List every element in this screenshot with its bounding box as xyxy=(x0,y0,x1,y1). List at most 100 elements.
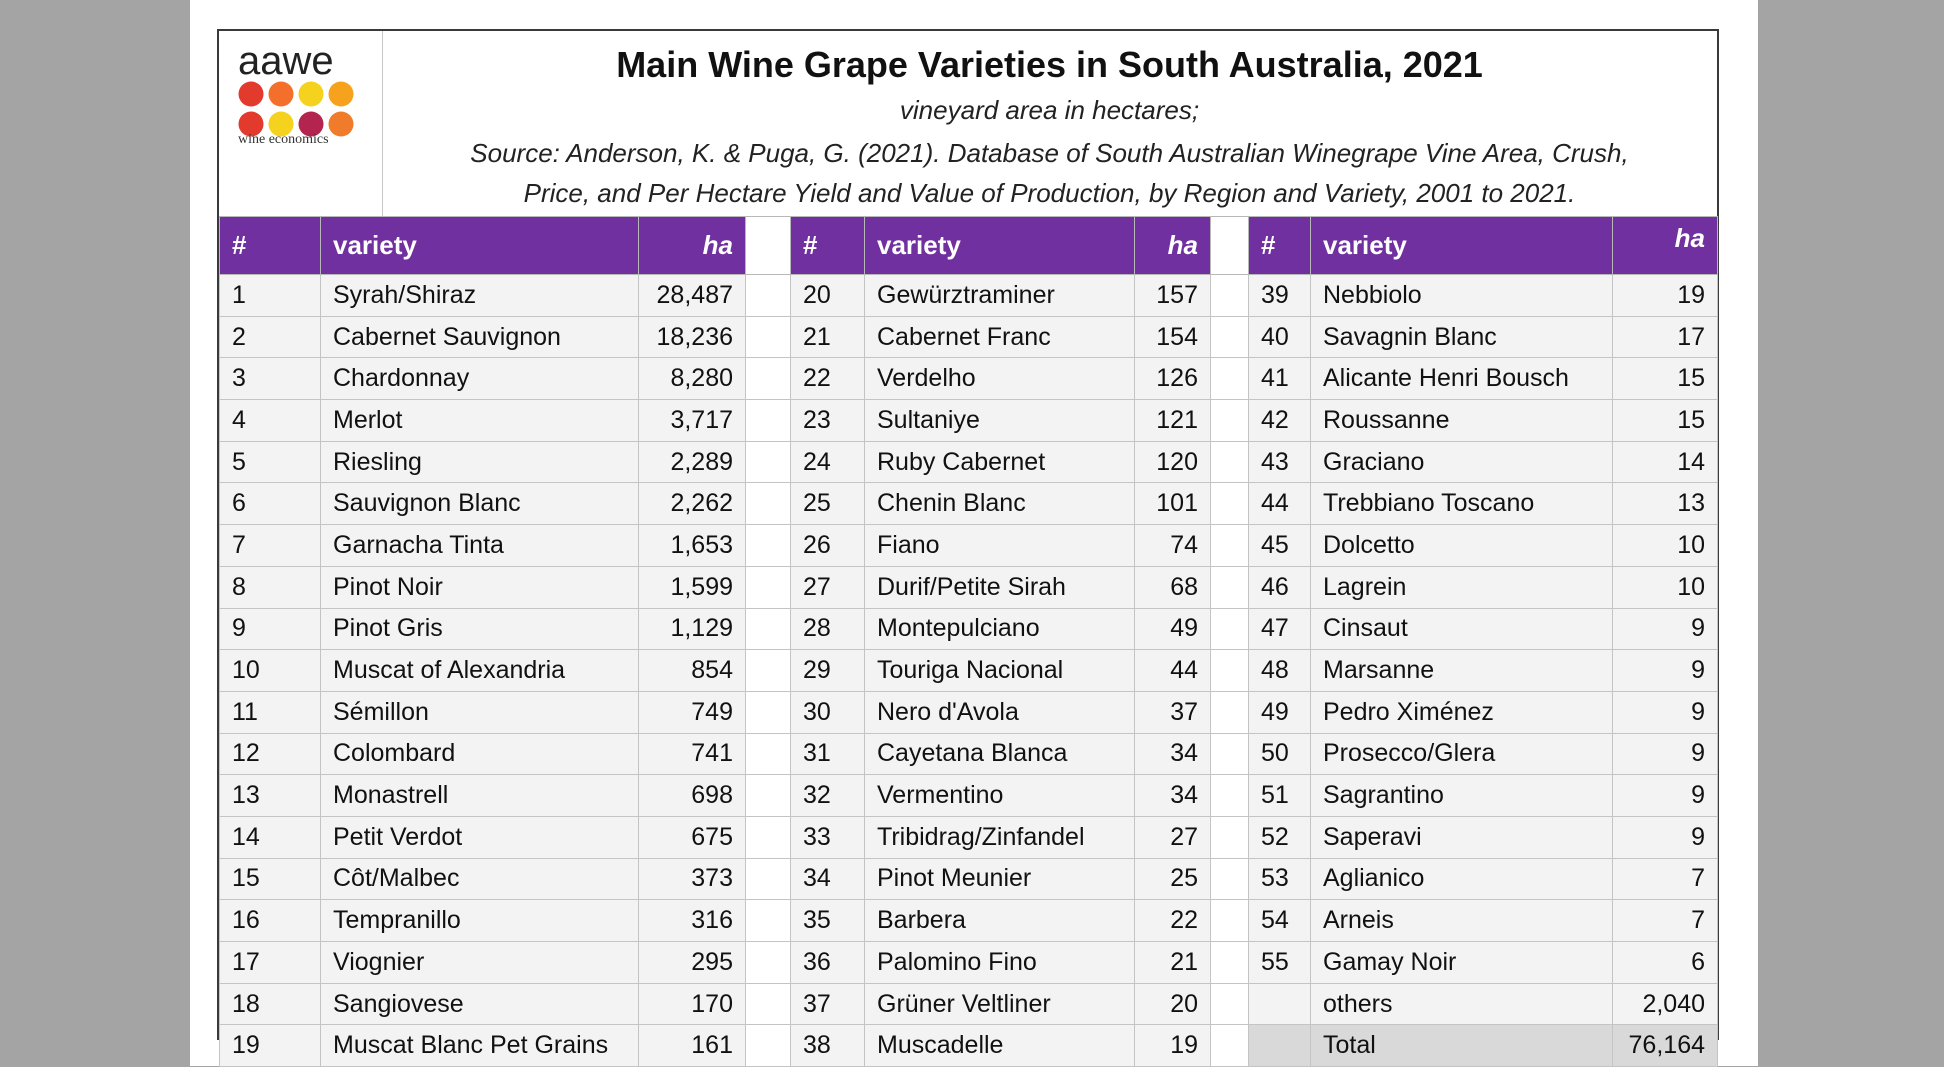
column-gap xyxy=(745,982,791,1026)
variety-cell: Verdelho xyxy=(864,357,1135,401)
hectares-cell: 9 xyxy=(1612,774,1718,817)
logo-dot xyxy=(298,111,324,137)
column-gap xyxy=(1210,399,1249,442)
hectares-cell: 28,487 xyxy=(638,274,746,317)
rank-cell: 46 xyxy=(1248,565,1311,609)
column-gap xyxy=(745,357,791,401)
rank-cell: 40 xyxy=(1248,315,1311,359)
variety-cell: Touriga Nacional xyxy=(864,649,1135,692)
column-gap xyxy=(745,274,791,317)
rank-cell: 33 xyxy=(790,815,865,859)
varieties-table: # variety ha # variety ha # variety ha 1… xyxy=(219,216,1718,1067)
rank-cell: 31 xyxy=(790,732,865,776)
logo-dot xyxy=(328,81,354,107)
table-row: 5 Riesling 2,289 24 Ruby Cabernet 120 43 Gracia… xyxy=(219,440,1718,484)
table-row: 1 Syrah/Shiraz 28,487 20 Gewürztraminer 157 39… xyxy=(219,274,1718,317)
table-row: 16 Tempranillo 316 35 Barbera 22 54 Arneis 7 xyxy=(219,899,1718,942)
data-table-frame: aawe wine economics Main Wine Grape Vari… xyxy=(217,29,1719,1067)
hectares-cell: 49 xyxy=(1134,607,1211,651)
column-gap xyxy=(1210,774,1249,817)
variety-cell: Total xyxy=(1310,1024,1613,1067)
rank-cell: 19 xyxy=(219,1024,321,1067)
column-gap xyxy=(1210,815,1249,859)
table-row: 13 Monastrell 698 32 Vermentino 34 51 Sagrantin… xyxy=(219,774,1718,817)
variety-cell: Durif/Petite Sirah xyxy=(864,565,1135,609)
rank-cell: 2 xyxy=(219,315,321,359)
hectares-cell: 74 xyxy=(1134,524,1211,567)
column-gap xyxy=(1210,607,1249,651)
variety-cell: Cabernet Franc xyxy=(864,315,1135,359)
hectares-cell: 21 xyxy=(1134,941,1211,984)
table-row: 14 Petit Verdot 675 33 Tribidrag/Zinfandel 27… xyxy=(219,815,1718,859)
hectares-cell: 27 xyxy=(1134,815,1211,859)
variety-cell: Petit Verdot xyxy=(320,815,639,859)
table-row: 9 Pinot Gris 1,129 28 Montepulciano 49 47 Cinsa… xyxy=(219,607,1718,651)
column-gap xyxy=(745,774,791,817)
variety-cell: Graciano xyxy=(1310,440,1613,484)
hectares-cell: 22 xyxy=(1134,899,1211,942)
hectares-cell: 10 xyxy=(1612,565,1718,609)
rank-cell: 21 xyxy=(790,315,865,359)
hectares-cell: 121 xyxy=(1134,399,1211,442)
variety-cell: Fiano xyxy=(864,524,1135,567)
hectares-cell: 15 xyxy=(1612,399,1718,442)
variety-cell: Muscat Blanc Pet Grains xyxy=(320,1024,639,1067)
variety-cell: Sauvignon Blanc xyxy=(320,482,639,526)
variety-cell: Alicante Henri Bousch xyxy=(1310,357,1613,401)
rank-cell: 53 xyxy=(1248,857,1311,901)
hectares-cell: 170 xyxy=(638,982,746,1026)
column-gap xyxy=(1210,357,1249,401)
hectares-cell: 13 xyxy=(1612,482,1718,526)
hectares-cell: 37 xyxy=(1134,690,1211,734)
table-row: 15 Côt/Malbec 373 34 Pinot Meunier 25 53 Aglian… xyxy=(219,857,1718,901)
column-gap xyxy=(745,524,791,567)
col-header-ha: ha xyxy=(1134,216,1211,275)
variety-cell: Tribidrag/Zinfandel xyxy=(864,815,1135,859)
variety-cell: Marsanne xyxy=(1310,649,1613,692)
hectares-cell: 373 xyxy=(638,857,746,901)
hectares-cell: 8,280 xyxy=(638,357,746,401)
col-header-variety: variety xyxy=(864,216,1135,275)
variety-cell: Palomino Fino xyxy=(864,941,1135,984)
rank-cell: 30 xyxy=(790,690,865,734)
table-row: 12 Colombard 741 31 Cayetana Blanca 34 50 Prose… xyxy=(219,732,1718,776)
rank-cell: 50 xyxy=(1248,732,1311,776)
rank-cell: 32 xyxy=(790,774,865,817)
variety-cell: Cabernet Sauvignon xyxy=(320,315,639,359)
variety-cell: Montepulciano xyxy=(864,607,1135,651)
variety-cell: Côt/Malbec xyxy=(320,857,639,901)
rank-cell: 47 xyxy=(1248,607,1311,651)
variety-cell: Pinot Meunier xyxy=(864,857,1135,901)
variety-cell: Riesling xyxy=(320,440,639,484)
hectares-cell: 1,599 xyxy=(638,565,746,609)
hectares-cell: 34 xyxy=(1134,774,1211,817)
hectares-cell: 14 xyxy=(1612,440,1718,484)
logo-subtitle: wine economics xyxy=(238,132,329,147)
table-row: 4 Merlot 3,717 23 Sultaniye 121 42 Roussanne 15 xyxy=(219,399,1718,442)
rank-cell xyxy=(1248,1024,1311,1067)
hectares-cell: 3,717 xyxy=(638,399,746,442)
variety-cell: Ruby Cabernet xyxy=(864,440,1135,484)
column-gap xyxy=(745,440,791,484)
hectares-cell: 10 xyxy=(1612,524,1718,567)
column-gap xyxy=(1210,216,1249,275)
variety-cell: Pedro Ximénez xyxy=(1310,690,1613,734)
table-row: 18 Sangiovese 170 37 Grüner Veltliner 20 other… xyxy=(219,982,1718,1026)
hectares-cell: 76,164 xyxy=(1612,1024,1718,1067)
variety-cell: Savagnin Blanc xyxy=(1310,315,1613,359)
variety-cell: Grüner Veltliner xyxy=(864,982,1135,1026)
hectares-cell: 7 xyxy=(1612,857,1718,901)
hectares-cell: 1,653 xyxy=(638,524,746,567)
column-gap xyxy=(1210,1024,1249,1067)
variety-cell: Sultaniye xyxy=(864,399,1135,442)
rank-cell: 29 xyxy=(790,649,865,692)
page-title: Main Wine Grape Varieties in South Austr… xyxy=(616,44,1483,85)
hectares-cell: 9 xyxy=(1612,649,1718,692)
hectares-cell: 675 xyxy=(638,815,746,859)
rank-cell: 34 xyxy=(790,857,865,901)
table-header: aawe wine economics Main Wine Grape Vari… xyxy=(219,31,1717,218)
hectares-cell: 157 xyxy=(1134,274,1211,317)
source-line-2: Price, and Per Hectare Yield and Value o… xyxy=(523,178,1576,208)
variety-cell: Syrah/Shiraz xyxy=(320,274,639,317)
variety-cell: Saperavi xyxy=(1310,815,1613,859)
